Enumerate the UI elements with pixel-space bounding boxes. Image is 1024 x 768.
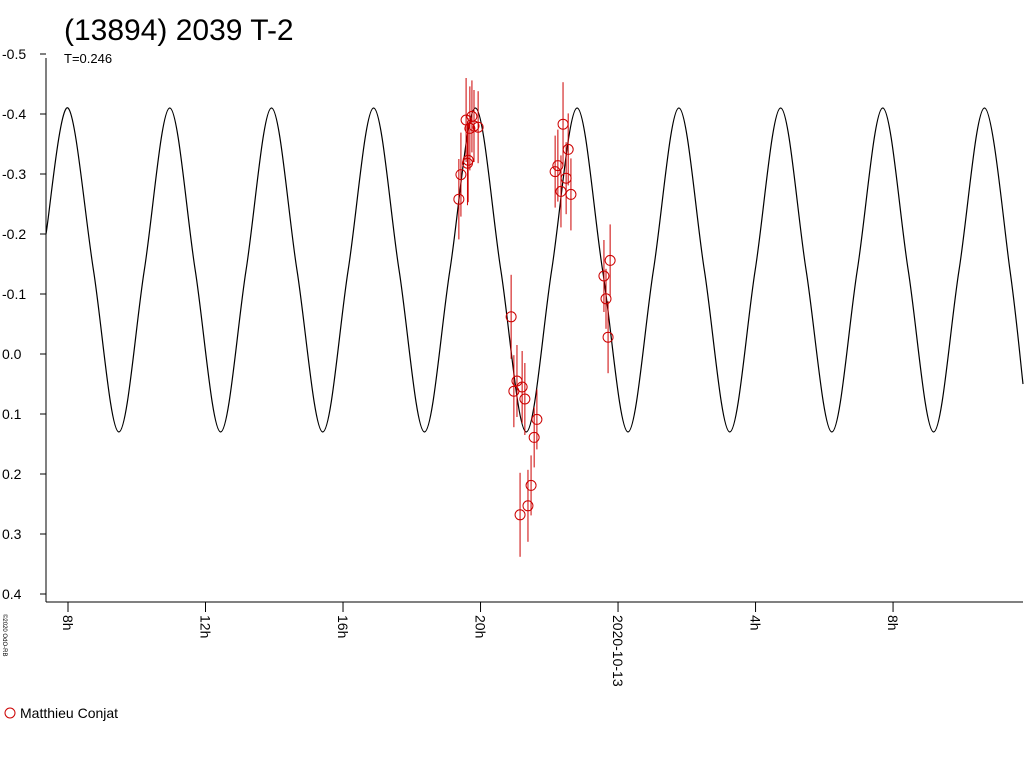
credit: ©2020 OdO-RB (1, 614, 8, 656)
data-point (455, 169, 467, 181)
data-point (552, 160, 564, 172)
data-point (505, 311, 517, 323)
data-point (565, 188, 577, 200)
model-curve (45, 107, 1024, 433)
data-point (528, 431, 540, 443)
data-point (522, 500, 534, 512)
legend-marker (4, 707, 16, 719)
data-point (525, 479, 537, 491)
y-tick-label: 0.4 (2, 586, 22, 602)
chart-subtitle: T=0.246 (64, 51, 112, 66)
data-point (514, 509, 526, 521)
y-tick-label: -0.1 (2, 286, 26, 302)
y-tick-label: -0.5 (2, 46, 26, 62)
data-point (531, 413, 543, 425)
y-tick-label: 0.3 (2, 526, 22, 542)
x-tick-label: 8h (60, 615, 76, 631)
chart-title: (13894) 2039 T-2 (64, 14, 294, 47)
x-tick-label: 8h (885, 615, 901, 631)
data-point (549, 166, 561, 178)
data-point (598, 270, 610, 282)
data-point (557, 118, 569, 130)
y-tick-label: -0.2 (2, 226, 26, 242)
x-tick-label: 4h (748, 615, 764, 631)
y-tick-label: 0.0 (2, 346, 22, 362)
data-point (555, 185, 567, 197)
data-point (600, 293, 612, 305)
data-point (519, 393, 531, 405)
x-tick-label: 2020-10-13 (610, 615, 626, 687)
x-tick-label: 20h (473, 615, 489, 638)
data-point (462, 154, 474, 166)
x-tick-label: 12h (198, 615, 214, 638)
y-tick-label: 0.2 (2, 466, 22, 482)
data-point (604, 254, 616, 266)
data-point (468, 120, 480, 132)
data-point (516, 381, 528, 393)
x-tick-label: 16h (335, 615, 351, 638)
y-tick-label: -0.3 (2, 166, 26, 182)
y-tick-label: 0.1 (2, 406, 22, 422)
data-point (562, 143, 574, 155)
legend-label: Matthieu Conjat (20, 705, 118, 721)
data-point (602, 331, 614, 343)
data-point (472, 121, 484, 133)
y-tick-label: -0.4 (2, 106, 26, 122)
data-point (453, 193, 465, 205)
data-point (560, 172, 572, 184)
